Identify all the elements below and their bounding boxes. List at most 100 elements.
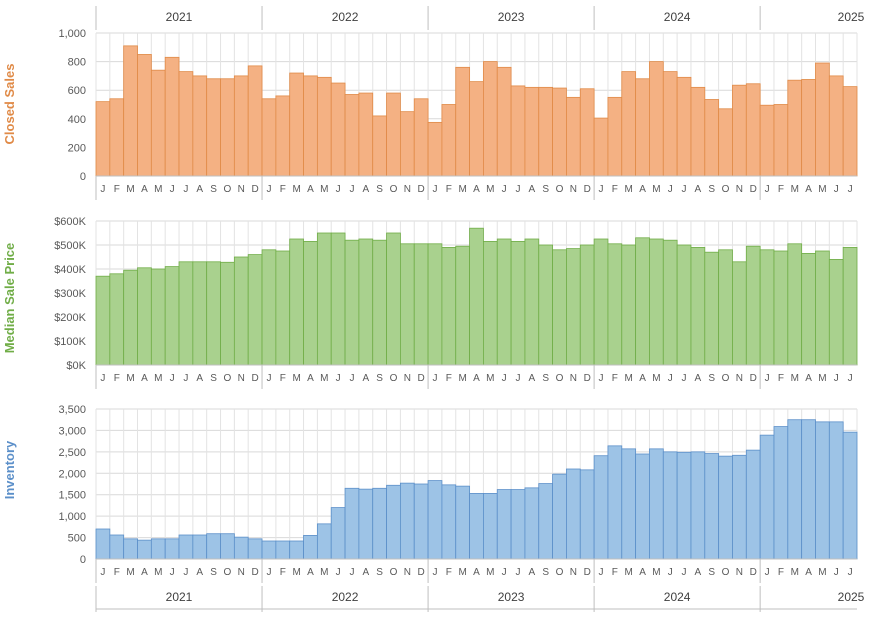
bar [773, 250, 789, 366]
month-label: J [668, 373, 673, 384]
bar [579, 469, 595, 560]
bar [566, 96, 581, 177]
bar [247, 65, 263, 177]
month-label: M [652, 567, 660, 578]
month-label: A [141, 373, 148, 384]
month-label: D [418, 567, 425, 578]
bar [704, 99, 720, 177]
y-tick-label: $500K [54, 240, 86, 252]
bar [178, 71, 194, 177]
month-label: N [238, 184, 245, 195]
bar [303, 240, 318, 366]
bar [372, 487, 387, 560]
bar [386, 92, 401, 177]
bar [109, 273, 125, 366]
bar [261, 540, 277, 560]
month-label: A [695, 373, 702, 384]
bar [178, 534, 194, 560]
month-label: S [210, 567, 217, 578]
bar [330, 232, 346, 366]
bar [704, 453, 720, 560]
month-label: O [556, 373, 564, 384]
bar [510, 240, 526, 366]
month-label: M [652, 184, 660, 195]
year-label-bottom: 2023 [498, 590, 525, 604]
bar [399, 482, 415, 560]
bar [552, 473, 567, 560]
month-label: J [599, 567, 604, 578]
bar [275, 540, 291, 560]
bar [732, 84, 747, 177]
month-label: F [778, 567, 784, 578]
bar [316, 232, 332, 366]
month-label: M [154, 373, 162, 384]
y-tick-label: 0 [80, 171, 86, 183]
y-tick-label: 200 [68, 142, 86, 154]
bar [247, 254, 263, 366]
bar [524, 86, 540, 177]
bar [164, 266, 180, 366]
bar [233, 75, 249, 177]
bar [289, 72, 304, 177]
bar [330, 507, 346, 560]
month-label: J [834, 373, 839, 384]
month-label: J [170, 184, 175, 195]
bar [206, 78, 221, 177]
bar [579, 244, 595, 366]
bar [192, 261, 208, 366]
month-label: M [292, 184, 300, 195]
month-label: S [542, 567, 549, 578]
month-label: O [224, 567, 232, 578]
month-label: M [625, 373, 633, 384]
bar [607, 243, 623, 366]
month-label: A [307, 373, 314, 384]
month-label: J [432, 567, 437, 578]
bar [704, 251, 720, 366]
y-tick-label: 1,000 [58, 511, 86, 523]
bar [233, 536, 249, 560]
year-label-top: 2022 [332, 10, 359, 24]
bar [344, 487, 360, 560]
month-label: F [446, 184, 452, 195]
y-tick-label: $600K [54, 216, 86, 228]
month-label: J [516, 184, 521, 195]
bar [109, 98, 125, 177]
month-label: A [362, 373, 369, 384]
month-label: O [722, 567, 730, 578]
bar [759, 249, 775, 366]
y-tick-label: $200K [54, 312, 86, 324]
month-label: S [210, 184, 217, 195]
month-label: J [765, 567, 770, 578]
bar [759, 434, 775, 560]
bar [192, 75, 208, 177]
month-label: M [126, 373, 134, 384]
month-label: D [750, 373, 757, 384]
year-label-bottom: 2021 [166, 590, 193, 604]
month-label: J [100, 567, 105, 578]
bar [233, 256, 249, 366]
month-label: M [652, 373, 660, 384]
bar [386, 484, 401, 560]
month-label: A [196, 567, 203, 578]
bar [206, 261, 221, 366]
bar [732, 454, 747, 560]
month-label: A [639, 373, 646, 384]
bar [164, 56, 180, 177]
bar [815, 250, 830, 366]
bar [303, 535, 318, 560]
bar [690, 451, 706, 560]
month-label: O [722, 373, 730, 384]
month-label: J [266, 184, 271, 195]
bar [123, 269, 138, 366]
bar [745, 449, 761, 560]
month-label: M [320, 567, 328, 578]
bar [773, 426, 789, 560]
bar [607, 96, 623, 177]
y-axis-title: Median Sale Price [2, 243, 17, 354]
month-label: J [336, 373, 341, 384]
bar [441, 104, 457, 177]
month-label: S [376, 184, 383, 195]
bar [579, 88, 595, 177]
bar [842, 86, 858, 177]
